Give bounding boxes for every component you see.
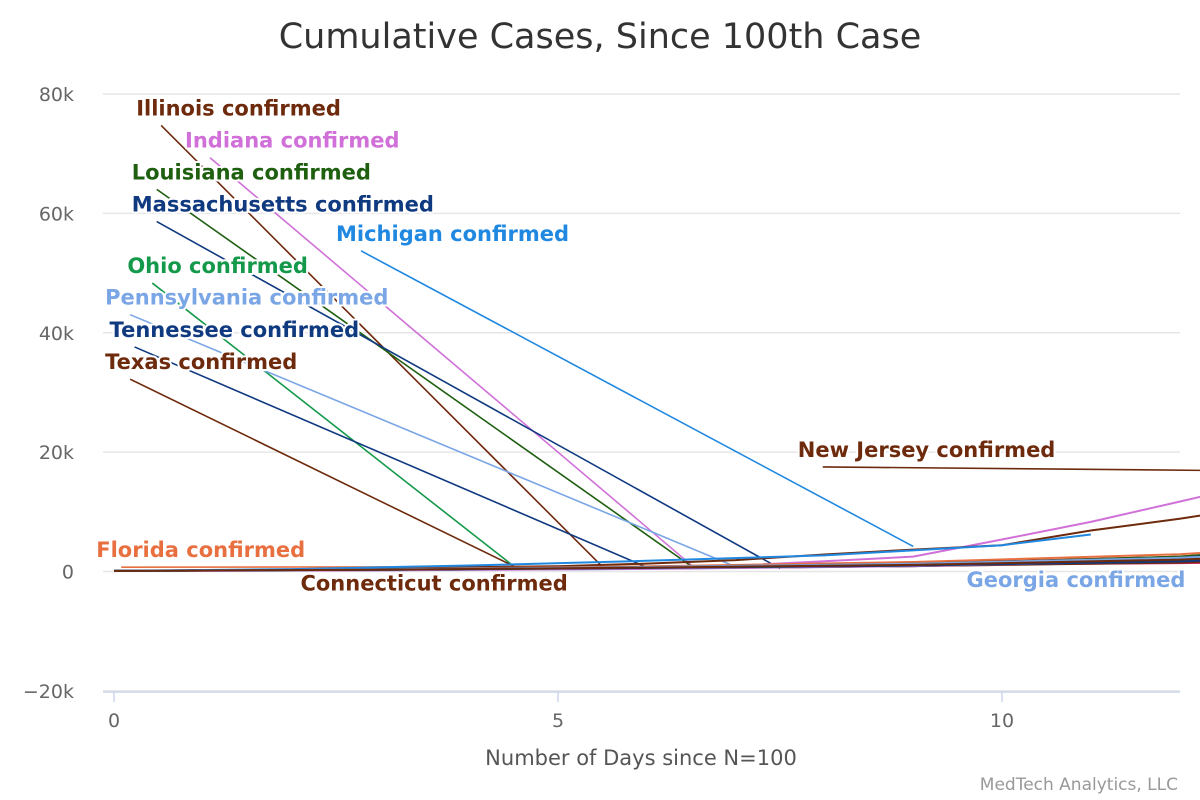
series-label-new-jersey-confirmed: New Jersey confirmed bbox=[798, 438, 1056, 462]
y-tick-label: 40k bbox=[39, 323, 74, 345]
series-label-indiana-confirmed: Indiana confirmed bbox=[185, 129, 400, 153]
leader-line-texas-confirmed bbox=[129, 378, 514, 567]
series-label-tennessee-confirmed: Tennessee confirmed bbox=[110, 318, 360, 342]
y-tick-label: 20k bbox=[39, 442, 74, 464]
series-label-illinois-confirmed: Illinois confirmed bbox=[136, 96, 341, 120]
y-axis-ticks: −20k 0 20k 40k 60k 80k bbox=[23, 84, 74, 703]
leader-line-ohio-confirmed bbox=[151, 282, 515, 567]
y-tick-label: 60k bbox=[39, 203, 74, 225]
leader-line-new-jersey-confirmed bbox=[822, 466, 1200, 472]
series-label-texas-confirmed: Texas confirmed bbox=[105, 350, 297, 374]
x-tick-label: 10 bbox=[990, 710, 1014, 732]
chart-title: Cumulative Cases, Since 100th Case bbox=[279, 17, 922, 57]
x-axis: 05101520 bbox=[103, 691, 1180, 732]
leader-line-indiana-confirmed bbox=[209, 157, 692, 566]
leader-line-pennsylvania-confirmed bbox=[129, 313, 736, 568]
y-tick-label: −20k bbox=[23, 681, 74, 703]
series-label-georgia-confirmed: Georgia confirmed bbox=[966, 568, 1185, 592]
leader-line-tennessee-confirmed bbox=[134, 346, 648, 569]
y-tick-label: 80k bbox=[39, 84, 74, 106]
series-label-connecticut-confirmed: Connecticut confirmed bbox=[300, 572, 567, 596]
series-label-florida-confirmed: Florida confirmed bbox=[96, 538, 305, 562]
y-tick-label: 0 bbox=[62, 562, 74, 584]
x-axis-label: Number of Days since N=100 bbox=[485, 746, 797, 770]
x-tick-label: 5 bbox=[552, 710, 564, 732]
series-labels: New York confirmedNew Jersey confirmedWa… bbox=[94, 94, 1187, 597]
leader-line-massachusetts-confirmed bbox=[156, 220, 781, 570]
series-line-texas-confirmed bbox=[113, 557, 1200, 572]
series-label-ohio-confirmed: Ohio confirmed bbox=[127, 254, 308, 278]
series-label-pennsylvania-confirmed: Pennsylvania confirmed bbox=[105, 286, 388, 310]
series-label-louisiana-confirmed: Louisiana confirmed bbox=[132, 160, 371, 184]
x-tick-label: 0 bbox=[108, 710, 120, 732]
series-label-massachusetts-confirmed: Massachusetts confirmed bbox=[132, 193, 434, 217]
credit-text: MedTech Analytics, LLC bbox=[980, 775, 1178, 795]
leader-line-michigan-confirmed bbox=[360, 250, 914, 548]
label-leader-lines bbox=[121, 124, 1200, 570]
series-label-michigan-confirmed: Michigan confirmed bbox=[336, 222, 569, 246]
series-lines bbox=[113, 495, 1200, 572]
leader-line-louisiana-confirmed bbox=[156, 188, 692, 567]
series-line-new-york-confirmed bbox=[113, 495, 1200, 572]
